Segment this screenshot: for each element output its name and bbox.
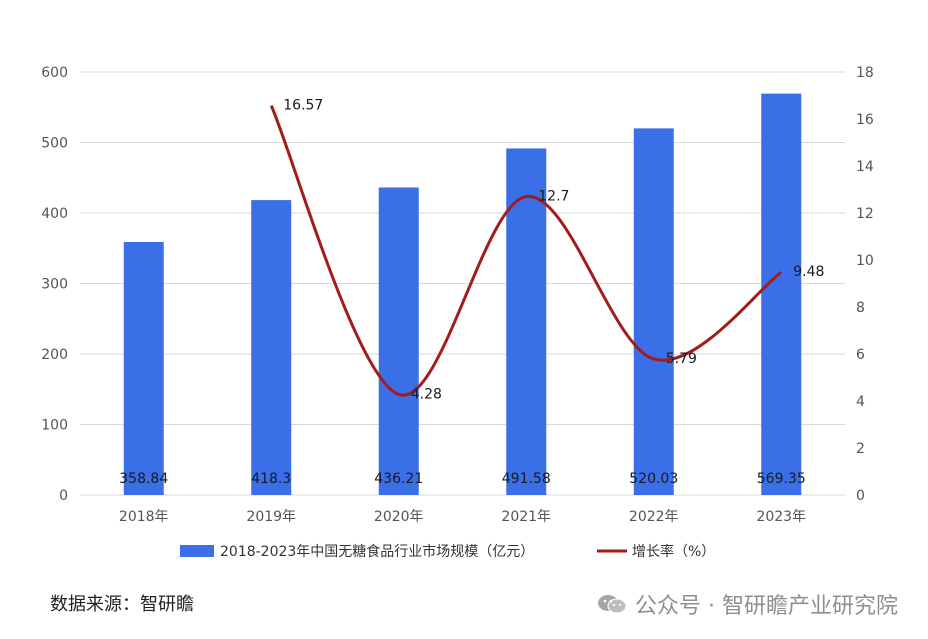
- legend-bar-swatch: [180, 545, 214, 557]
- y-right-tick-label: 12: [856, 206, 874, 222]
- data-labels: 358.84 418.3 436.21 491.58 520.03 569.35 16.57…: [119, 98, 824, 487]
- bar: [761, 93, 802, 496]
- bar-value-label: 358.84: [119, 471, 168, 487]
- legend: 2018-2023年中国无糖食品行业市场规模（亿元） 增长率（%）: [180, 543, 715, 560]
- growth-line: [269, 105, 783, 397]
- y-axis-right: 0 2 4 6 8 10 12 14 16 18: [856, 65, 874, 504]
- x-axis: 2018年 2019年 2020年 2021年 2022年 2023年: [119, 509, 806, 525]
- growth-value-label: 4.28: [411, 386, 442, 402]
- bars: [123, 93, 802, 496]
- bar: [251, 200, 292, 495]
- y-right-tick-label: 14: [856, 159, 874, 175]
- bar-value-label: 418.3: [251, 471, 291, 487]
- grid-lines: [80, 71, 845, 496]
- x-tick-label: 2022年: [629, 509, 679, 525]
- bar-value-label: 520.03: [629, 471, 678, 487]
- y-left-tick-label: 200: [41, 347, 68, 363]
- growth-value-label: 9.48: [793, 264, 824, 280]
- chart: 358.84 418.3 436.21 491.58 520.03 569.35 16.57…: [41, 65, 874, 560]
- y-left-tick-label: 0: [59, 488, 68, 504]
- growth-value-label: 5.79: [666, 351, 697, 367]
- y-right-tick-label: 16: [856, 112, 874, 128]
- bar-value-label: 436.21: [374, 471, 423, 487]
- x-tick-label: 2018年: [119, 509, 169, 525]
- growth-line-path: [269, 105, 783, 397]
- y-left-tick-label: 100: [41, 418, 68, 434]
- growth-value-label: 12.7: [538, 189, 569, 205]
- bar-value-label: 569.35: [757, 471, 806, 487]
- y-right-tick-label: 4: [856, 394, 865, 410]
- bar: [123, 242, 164, 495]
- legend-bar-label: 2018-2023年中国无糖食品行业市场规模（亿元）: [220, 543, 534, 560]
- y-right-tick-label: 0: [856, 488, 865, 504]
- y-right-tick-label: 6: [856, 347, 865, 363]
- y-left-tick-label: 600: [41, 65, 68, 81]
- watermark-text: 公众号 · 智研瞻产业研究院: [635, 594, 898, 619]
- x-tick-label: 2023年: [756, 509, 806, 525]
- x-tick-label: 2019年: [246, 509, 296, 525]
- bar-value-label: 491.58: [502, 471, 551, 487]
- watermark: 公众号 · 智研瞻产业研究院: [597, 588, 898, 620]
- y-left-tick-label: 500: [41, 136, 68, 152]
- y-right-tick-label: 10: [856, 253, 874, 269]
- x-tick-label: 2021年: [501, 509, 551, 525]
- wechat-icon: [598, 595, 627, 614]
- source-note: 数据来源：智研瞻: [50, 594, 194, 615]
- y-right-tick-label: 2: [856, 441, 865, 457]
- y-left-tick-label: 400: [41, 206, 68, 222]
- growth-value-label: 16.57: [283, 98, 323, 114]
- x-tick-label: 2020年: [374, 509, 424, 525]
- y-right-tick-label: 8: [856, 300, 865, 316]
- bar: [378, 187, 419, 495]
- legend-line-label: 增长率（%）: [632, 543, 715, 560]
- y-axis-left: 0 100 200 300 400 500 600: [41, 65, 68, 504]
- y-left-tick-label: 300: [41, 277, 68, 293]
- bar: [633, 128, 674, 495]
- y-right-tick-label: 18: [856, 65, 874, 81]
